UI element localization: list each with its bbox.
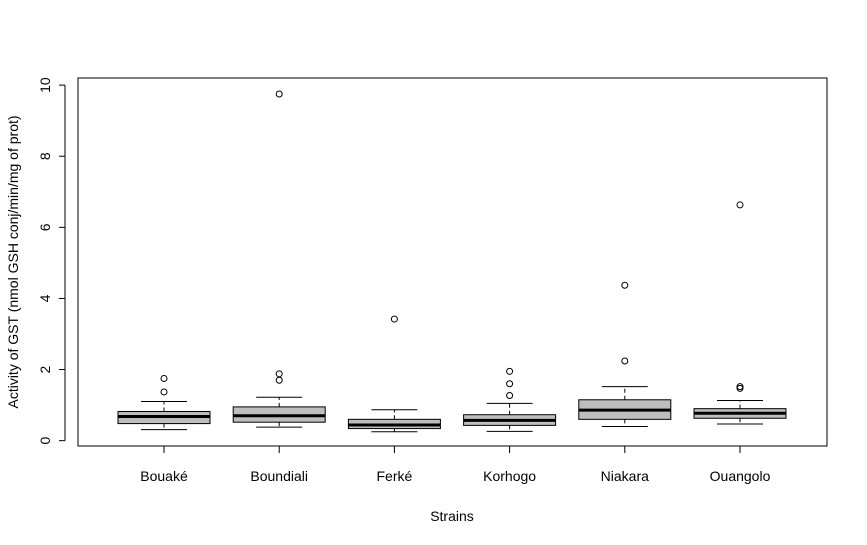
outlier-point [506,392,514,400]
outlier-point [275,370,283,378]
box-series [117,90,787,433]
x-tick-label: Ferké [377,468,413,484]
outlier-point [275,376,283,384]
x-axis: Bouaké Boundiali Ferké Korhogo Niakara Ouango… [140,445,771,484]
outlier-point [736,201,744,209]
outlier-point [390,315,398,323]
box-4 [578,281,672,427]
outlier-point [506,380,514,388]
y-tick-label: 6 [37,223,53,231]
y-tick-label: 8 [37,152,53,160]
x-tick-label: Niakara [601,468,649,484]
box-2 [347,315,441,433]
x-tick-label: Boundiali [250,468,308,484]
box-5 [693,201,787,425]
plot-frame [77,77,828,447]
y-tick-label: 4 [37,294,53,302]
x-tick-label: Korhogo [483,468,536,484]
outlier-point [736,383,744,391]
x-tick-label: Ouangolo [710,468,771,484]
box-3 [463,367,557,432]
outlier-point [621,357,629,365]
y-tick-label: 0 [37,437,53,445]
outlier-point [275,90,283,98]
box-1 [232,90,326,428]
outlier-point [160,374,168,382]
outlier-point [506,367,514,375]
y-axis: 0 2 4 6 8 10 [37,77,66,445]
outlier-point [621,281,629,289]
x-tick-label: Bouaké [140,468,188,484]
y-tick-label: 10 [37,77,53,93]
box-0 [117,374,211,431]
y-tick-label: 2 [37,365,53,373]
y-axis-label: Activity of GST (nmol GSH conj/min/mg of… [5,115,21,408]
outlier-point [160,388,168,396]
x-axis-label: Strains [430,508,474,524]
